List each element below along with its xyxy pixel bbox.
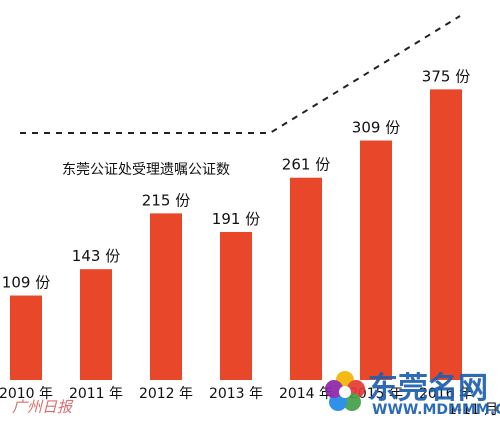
- x-tick-labels-group: 2010 年 2011 年 2012 年 2013 年 2014 年 2015 年 2016…: [0, 386, 473, 402]
- x-tick-label-3: 2012 年: [139, 386, 193, 402]
- flower-logo-icon: [325, 371, 365, 411]
- bar-6: [360, 140, 392, 380]
- bar-2: [80, 269, 112, 380]
- data-label-4: 191 份: [212, 210, 260, 228]
- x-tick-label-7: 2016 年: [419, 386, 473, 402]
- bar-3: [150, 213, 182, 380]
- data-label-3: 215 份: [142, 191, 190, 209]
- bar-5: [290, 177, 322, 380]
- bar-7: [430, 89, 462, 380]
- bar-1: [10, 295, 42, 380]
- x-tick-label-5: 2014 年: [279, 386, 333, 402]
- x-tick-label-2: 2011 年: [69, 386, 123, 402]
- x-tick-label-1: 2010 年: [0, 386, 53, 402]
- chart-title: 东莞公证处受理遗嘱公证数: [62, 162, 230, 178]
- data-label-7: 375 份: [422, 67, 470, 85]
- data-labels-group: 109 份 143 份 215 份 191 份 261 份 309 份 375 份: [2, 67, 470, 291]
- data-label-6: 309 份: [352, 119, 400, 137]
- site-name-watermark: 东莞名网: [368, 371, 488, 406]
- x-tick-label-4: 2013 年: [209, 386, 263, 402]
- trend-line: [20, 15, 461, 134]
- trend-line-path: [20, 15, 461, 134]
- data-label-5: 261 份: [282, 156, 330, 174]
- bars-group: [10, 89, 462, 380]
- site-url-watermark: WWW.MDMMM.COM: [372, 402, 500, 418]
- newspaper-watermark: 广州日报: [12, 398, 74, 416]
- data-label-2: 143 份: [72, 247, 120, 265]
- period-note: 1-11 月: [448, 402, 498, 418]
- bar-4: [220, 231, 252, 380]
- data-label-1: 109 份: [2, 274, 50, 292]
- site-watermark: 东莞名网 WWW.MDMMM.COM: [325, 371, 500, 418]
